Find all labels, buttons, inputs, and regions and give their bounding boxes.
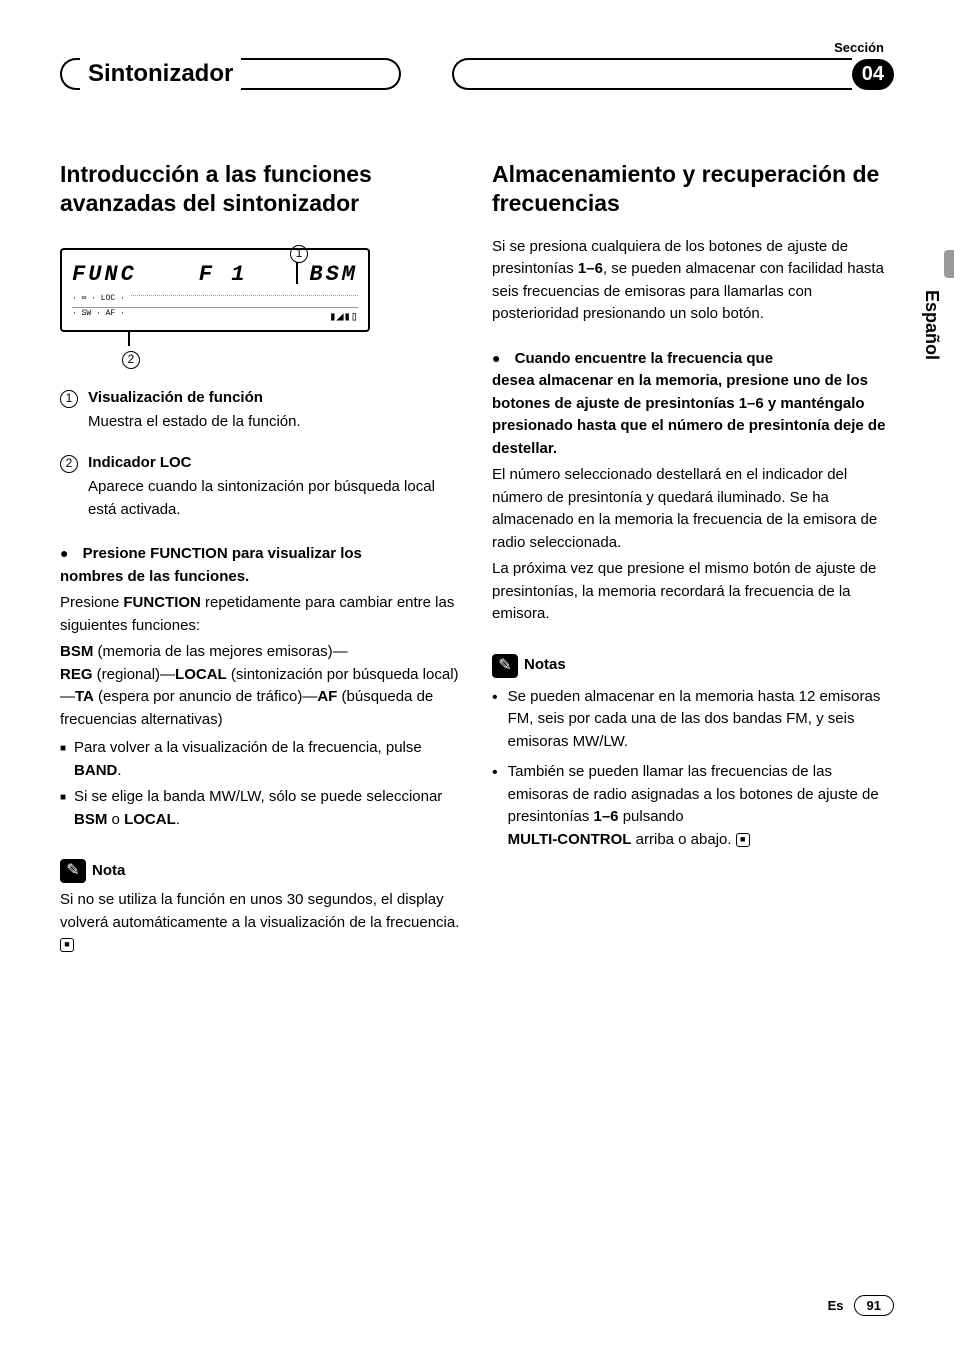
lcd-indicators-1: · ∞ · LOC · [72, 293, 358, 308]
lcd-ind2: · SW · AF · [72, 308, 125, 326]
notes-list: Se pueden almacenar en la memoria hasta … [492, 686, 894, 852]
step-heading: Presione FUNCTION para visualizar los [60, 543, 462, 566]
end-mark-icon: ■ [736, 833, 750, 847]
right-heading: Almacenamiento y recuperación de frecuen… [492, 160, 894, 218]
lcd-ind1: · ∞ · LOC · [72, 293, 125, 305]
para-modes: BSM (memoria de las mejores emisoras)— R… [60, 641, 462, 731]
item-1-num: 1 [60, 390, 78, 408]
end-mark-icon: ■ [60, 938, 74, 952]
notes-icon: ✎ [492, 654, 518, 678]
square-list: Para volver a la visualización de la fre… [60, 737, 462, 831]
para-function: Presione FUNCTION repetidamente para cam… [60, 592, 462, 637]
notes-title: Notas [524, 654, 566, 677]
footer-lang: Es [828, 1298, 844, 1313]
lcd-display: FUNC F 1 BSM · ∞ · LOC · · SW · AF · ▮◢▮… [60, 248, 370, 332]
item-1: 1 Visualización de función Muestra el es… [60, 387, 462, 434]
sq-item-2: Si se elige la banda MW/LW, sólo se pued… [60, 786, 462, 831]
lcd-func: FUNC [72, 258, 137, 291]
item-2-num: 2 [60, 455, 78, 473]
left-heading: Introducción a las funciones avanzadas d… [60, 160, 462, 218]
title-row: Sintonizador 04 [60, 58, 894, 90]
signal-icon: ▮◢▮▯ [329, 308, 358, 326]
callout-2: 2 [122, 348, 370, 369]
bracket-right-open [452, 58, 852, 90]
left-column: Introducción a las funciones avanzadas d… [60, 160, 462, 957]
note-heading: ✎ Nota [60, 859, 462, 883]
callout-1: 1 [290, 242, 314, 263]
content-columns: Introducción a las funciones avanzadas d… [60, 160, 894, 957]
right-step-heading-cont: desea almacenar en la memoria, presione … [492, 370, 894, 460]
right-step-heading: Cuando encuentre la frecuencia que [492, 348, 894, 371]
page-footer: Es 91 [828, 1295, 894, 1316]
step-heading-cont: nombres de las funciones. [60, 566, 462, 589]
chapter-title: Sintonizador [80, 60, 241, 88]
page-header: Sección Sintonizador 04 [60, 40, 894, 100]
note-icon: ✎ [60, 859, 86, 883]
lcd-mode: BSM [309, 258, 358, 291]
lcd-dots [131, 295, 358, 303]
lcd-indicators-2: · SW · AF · ▮◢▮▯ [72, 308, 358, 326]
right-column: Almacenamiento y recuperación de frecuen… [492, 160, 894, 957]
display-figure: 1 FUNC F 1 BSM · ∞ · LOC · · SW · AF · ▮… [60, 248, 370, 369]
note-title: Nota [92, 860, 125, 883]
bracket-left [60, 58, 80, 90]
item-2: 2 Indicador LOC Aparece cuando la sinton… [60, 452, 462, 522]
sq-item-1: Para volver a la visualización de la fre… [60, 737, 462, 782]
page: Sección Sintonizador 04 Español Introduc… [0, 0, 954, 1352]
bracket-left-close [241, 58, 401, 90]
note-item-1: Se pueden almacenar en la memoria hasta … [492, 686, 894, 754]
note-body: Si no se utiliza la función en unos 30 s… [60, 889, 462, 957]
item-1-title: Visualización de función [88, 389, 263, 406]
right-p2: El número seleccionado destellará en el … [492, 464, 894, 554]
item-2-body: Aparece cuando la sintonización por búsq… [88, 476, 462, 521]
language-tab: Español [921, 290, 942, 360]
page-number: 91 [854, 1295, 894, 1316]
item-1-body: Muestra el estado de la función. [88, 411, 462, 434]
callout-2-line [128, 332, 130, 346]
item-2-title: Indicador LOC [88, 454, 191, 471]
callout-1-line [296, 262, 298, 284]
notes-heading: ✎ Notas [492, 654, 894, 678]
section-label: Sección [834, 40, 884, 55]
right-p3: La próxima vez que presione el mismo bot… [492, 558, 894, 626]
side-mark [944, 250, 954, 278]
lcd-line1: FUNC F 1 BSM [72, 258, 358, 291]
note-item-2: También se pueden llamar las frecuencias… [492, 761, 894, 851]
lcd-preset: F 1 [199, 258, 248, 291]
section-number-badge: 04 [852, 59, 894, 90]
right-p1: Si se presiona cualquiera de los botones… [492, 236, 894, 326]
